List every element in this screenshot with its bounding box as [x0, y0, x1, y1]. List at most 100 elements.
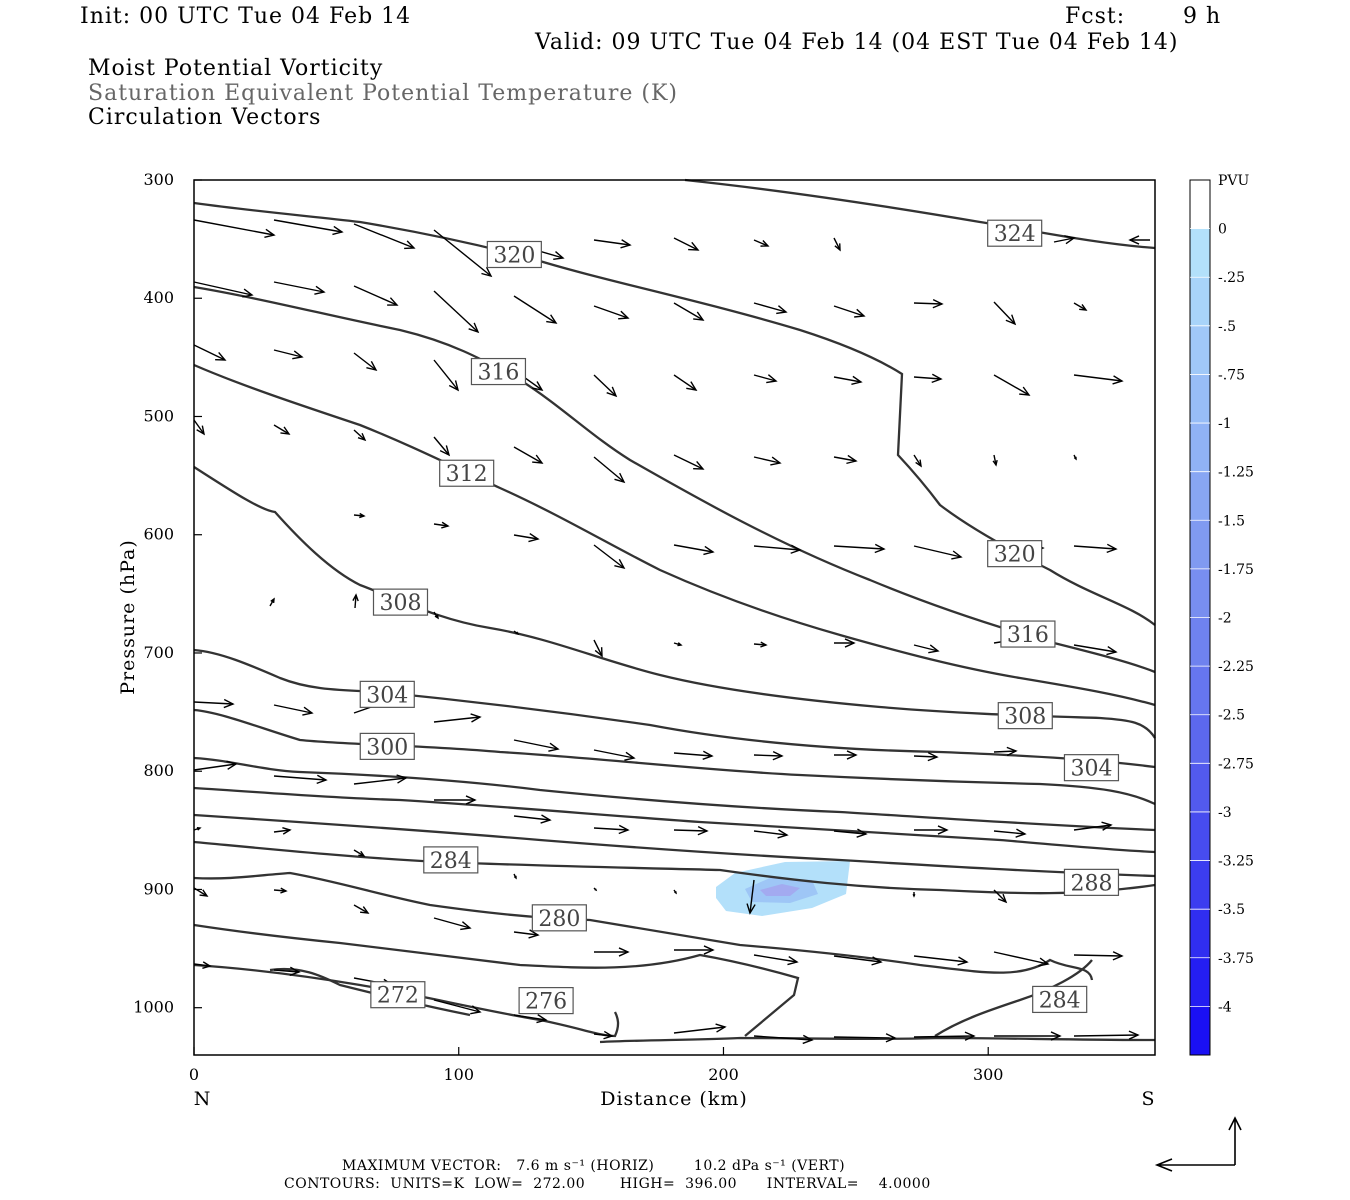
circulation-vector: [193, 961, 212, 970]
circulation-vector: [193, 826, 202, 831]
colorbar-swatch: [1190, 617, 1210, 667]
colorbar-swatch: [1190, 180, 1210, 229]
circulation-vector: [513, 1014, 548, 1024]
init-time: Init: 00 UTC Tue 04 Feb 14: [80, 4, 412, 29]
circulation-vector: [833, 237, 841, 252]
circulation-vector: [273, 826, 292, 835]
contour-292: [193, 786, 1156, 854]
circulation-vector: [513, 532, 540, 543]
circulation-vector: [513, 929, 540, 939]
contour-bottom: [599, 1036, 1156, 1044]
colorbar-label: -3.25: [1218, 854, 1254, 870]
colorbar-unit: PVU: [1218, 173, 1250, 189]
colorbar-label: -.75: [1218, 367, 1245, 383]
svg-text:316: 316: [477, 361, 519, 386]
circulation-vector: [433, 999, 482, 1015]
circulation-vector: [674, 945, 715, 955]
contour-label: 276: [518, 987, 574, 1015]
pv-region-dark: [760, 884, 800, 896]
svg-text:272: 272: [377, 984, 419, 1009]
circulation-vector: [193, 281, 254, 298]
colorbar-swatch: [1190, 423, 1210, 472]
circulation-vector: [513, 446, 544, 464]
forecast-label: Fcst:: [1065, 4, 1126, 29]
circulation-vector: [753, 302, 788, 315]
contour-label: 312: [439, 459, 495, 487]
circulation-vector: [833, 543, 886, 554]
circulation-vector: [353, 849, 366, 857]
circulation-vector: [913, 644, 940, 654]
circulation-vector: [513, 630, 520, 636]
x-tick-label: 0: [189, 1065, 199, 1084]
svg-text:304: 304: [366, 683, 408, 708]
circulation-vector: [353, 285, 399, 306]
forecast-hour: 9 h: [1183, 4, 1222, 29]
reference-vector-arrow: [1154, 1116, 1242, 1172]
circulation-vector: [913, 545, 963, 560]
contour-label: 324: [987, 219, 1043, 247]
circulation-vector: [193, 419, 205, 436]
circulation-vector: [833, 375, 863, 386]
pv-colorbar: 0 -.25 -.5 -.75 -1 -1.25 -1.5 -1.75 -2 -2.25 -2.5 -…: [1189, 179, 1254, 1056]
circulation-vector: [273, 774, 328, 785]
svg-text:300: 300: [366, 735, 408, 760]
contour-308: [193, 466, 1156, 739]
colorbar-label: -1.75: [1218, 562, 1254, 578]
circulation-vector: [273, 704, 314, 716]
colorbar-swatch: [1190, 909, 1210, 958]
x-tick-label: 200: [708, 1065, 739, 1084]
circulation-vector: [1073, 302, 1088, 311]
circulation-vector: [433, 917, 472, 931]
circulation-vector: [673, 302, 705, 321]
field-title-theta-es: Saturation Equivalent Potential Temperat…: [88, 81, 678, 106]
circulation-vector: [353, 429, 367, 442]
circulation-vector: [993, 374, 1031, 396]
svg-text:280: 280: [538, 907, 580, 932]
x-axis-title: Distance (km): [600, 1088, 748, 1110]
circulation-vector: [673, 750, 714, 760]
contour-label: 316: [470, 357, 527, 386]
contour-label: 280: [531, 904, 587, 932]
theta-es-contours: [193, 178, 1156, 1044]
circulation-vector: [273, 349, 304, 360]
circulation-vector: [1073, 374, 1124, 385]
colorbar-label: -3: [1218, 805, 1232, 821]
contour-label: 304: [1063, 754, 1120, 782]
circulation-vector: [352, 593, 359, 609]
contour-272: [193, 963, 620, 1038]
circulation-vector: [1073, 543, 1118, 554]
contour-280: [193, 871, 1094, 981]
circulation-vector: [753, 641, 768, 648]
colorbar-swatch: [1190, 277, 1210, 326]
circulation-vector: [673, 454, 705, 470]
colorbar-label: -4: [1218, 999, 1232, 1015]
y-tick-label: 900: [143, 879, 174, 898]
circulation-vector: [1073, 1030, 1140, 1040]
contour-label: 308: [372, 588, 429, 616]
contour-324: [684, 178, 1156, 250]
circulation-vector: [513, 295, 558, 324]
contour-label: 320: [987, 540, 1043, 568]
pv-shading: [716, 861, 850, 916]
circulation-vector: [433, 290, 480, 334]
circulation-vector: [433, 713, 482, 723]
circulation-vector: [673, 237, 700, 251]
circulation-vector: [273, 966, 301, 976]
circulation-vector: [833, 305, 866, 318]
y-tick-label: 800: [143, 761, 174, 780]
contour-labels: 324 320 320 316 316 312 308 308 304 304 300 288 284 2…: [359, 219, 1120, 1015]
circulation-vector: [273, 219, 344, 236]
circulation-vector: [993, 301, 1017, 326]
circulation-vector: [593, 544, 626, 570]
svg-text:304: 304: [1070, 757, 1112, 782]
colorbar-label: -1.5: [1218, 513, 1245, 529]
colorbar-label: -1.25: [1218, 465, 1254, 481]
circulation-vector: [513, 739, 560, 752]
circulation-vector: [753, 239, 770, 247]
y-tick-label: 700: [143, 643, 174, 662]
colorbar-label: -.25: [1218, 270, 1245, 286]
circulation-vector: [593, 1030, 614, 1040]
circulation-vector: [273, 281, 326, 295]
circulation-vector: [593, 824, 630, 835]
circulation-vector: [193, 698, 235, 709]
